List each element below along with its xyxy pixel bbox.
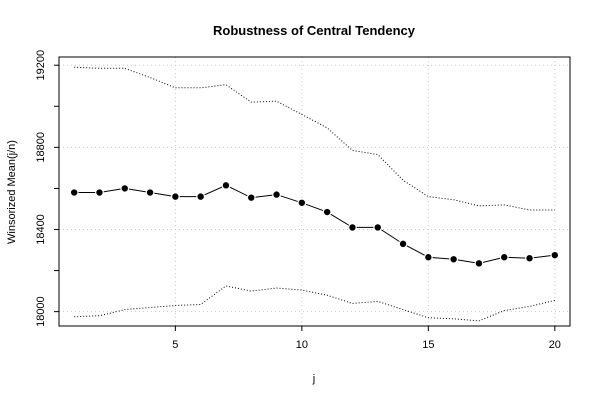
data-point [246, 193, 256, 203]
data-point [322, 207, 332, 217]
data-point [221, 180, 231, 190]
y-axis-label: Winsorized Mean(j/n) [6, 140, 18, 244]
series-line [74, 66, 555, 211]
series-2 [74, 66, 555, 211]
data-point [373, 223, 383, 232]
data-point [95, 188, 104, 197]
data-point [474, 258, 484, 268]
y-tick-label: 19200 [35, 50, 47, 81]
grid [59, 57, 570, 326]
series-group [69, 66, 560, 322]
chart-title: Robustness of Central Tendency [213, 23, 416, 38]
series-line [74, 285, 555, 322]
x-tick-label: 15 [422, 339, 434, 351]
data-point [297, 198, 307, 208]
data-point [423, 252, 433, 262]
plot-frame [58, 56, 571, 327]
y-tick-label: 18800 [35, 132, 47, 163]
x-axis-label: j [312, 373, 315, 385]
data-point [272, 190, 281, 199]
data-point [449, 254, 459, 264]
data-point [550, 250, 560, 260]
y-axis: 18000 18400 18800 19200 [35, 50, 59, 327]
series-line [74, 184, 555, 264]
data-point [348, 223, 357, 232]
data-point [120, 184, 130, 193]
series-1 [69, 180, 560, 268]
x-tick-label: 5 [172, 339, 178, 351]
data-point [196, 192, 206, 202]
y-tick-label: 18000 [35, 296, 47, 327]
x-tick-label: 10 [296, 339, 308, 351]
data-point [69, 188, 79, 197]
data-point [525, 253, 534, 263]
data-point [398, 239, 408, 249]
x-tick-label: 20 [549, 339, 561, 351]
data-point [145, 188, 155, 197]
y-tick-label: 18400 [35, 214, 47, 245]
data-point [170, 192, 180, 202]
x-axis: 5 10 15 20 [172, 326, 561, 351]
series-3 [74, 285, 555, 322]
data-point [499, 252, 509, 262]
